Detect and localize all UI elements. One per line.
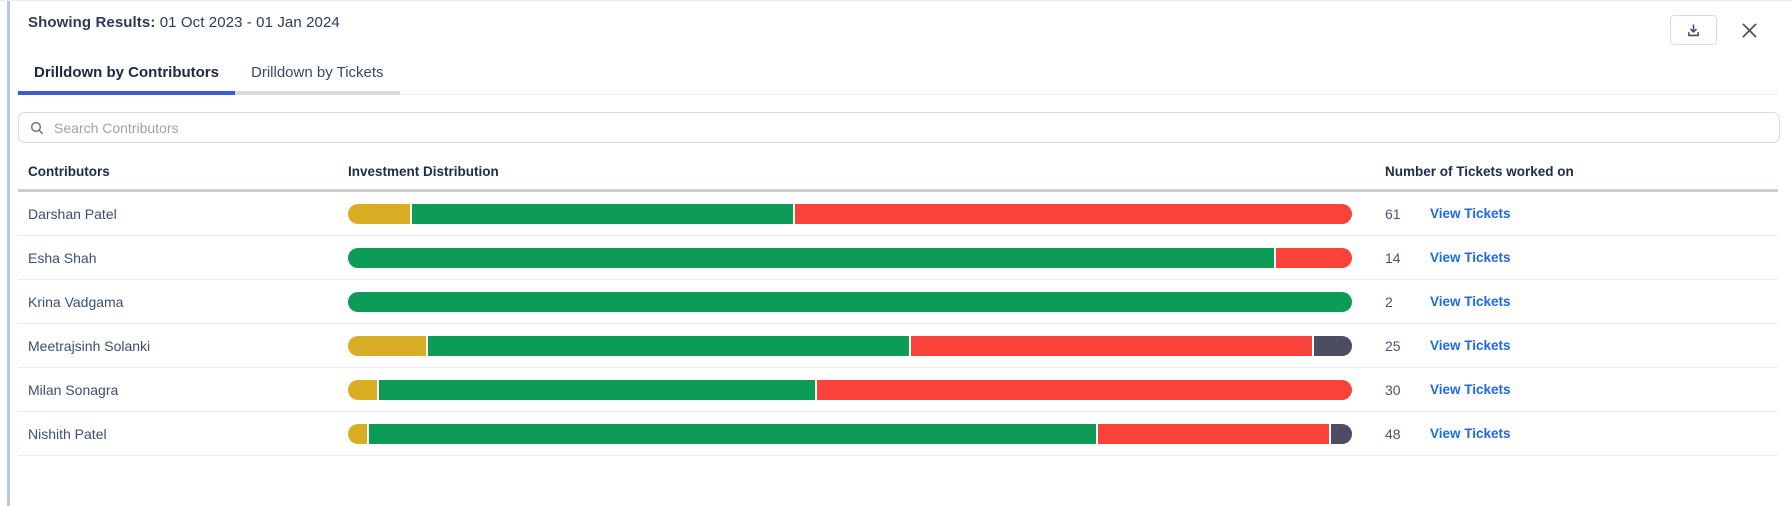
bar-segment-red [1275,247,1352,268]
column-header-contributors: Contributors [28,164,110,179]
column-header-investment-distribution: Investment Distribution [348,164,499,179]
column-header-tickets-worked-on: Number of Tickets worked on [1385,164,1574,179]
investment-bar [348,423,1352,444]
bar-segment-slate [1314,335,1352,356]
bar-segment-red [795,203,1352,224]
close-icon [1739,20,1760,41]
bar-segment-slate [1331,423,1352,444]
investment-bar [348,291,1352,312]
bar-segment-green [348,247,1274,268]
table-header-row: Contributors Investment Distribution Num… [18,143,1778,192]
panel-header: Showing Results: 01 Oct 2023 - 01 Jan 20… [0,1,1792,45]
bar-segment-yellow [348,203,410,224]
tickets-count: 25 [1385,337,1401,354]
panel-left-accent [7,1,10,506]
contributor-name: Milan Sonagra [28,381,119,398]
contributors-table: Contributors Investment Distribution Num… [18,143,1778,456]
table-row: Nishith Patel 48 View Tickets [18,412,1778,456]
bar-segment-green [412,203,793,224]
contributor-name: Darshan Patel [28,205,117,222]
investment-bar [348,335,1352,356]
table-row: Meetrajsinh Solanki 25 View Tickets [18,324,1778,368]
tab-drilldown-by-contributors[interactable]: Drilldown by Contributors [18,55,235,95]
table-row: Esha Shah 14 View Tickets [18,236,1778,280]
investment-bar [348,379,1352,400]
tickets-count: 30 [1385,381,1401,398]
investment-bar [348,203,1352,224]
table-body: Darshan Patel 61 View Tickets Esha Shah … [18,192,1778,456]
search-contributors-box [18,112,1780,143]
bar-segment-red [910,335,1313,356]
close-button[interactable] [1737,18,1762,43]
tab-drilldown-by-tickets[interactable]: Drilldown by Tickets [235,55,400,95]
tickets-count: 14 [1385,249,1401,266]
view-tickets-link[interactable]: View Tickets [1430,426,1511,441]
bar-segment-yellow [348,423,367,444]
bar-segment-green [348,291,1352,312]
download-icon [1685,22,1702,39]
contributor-name: Nishith Patel [28,425,107,442]
bar-segment-red [1097,423,1330,444]
contributor-name: Meetrajsinh Solanki [28,337,151,354]
contributor-name: Krina Vadgama [28,293,124,310]
bar-segment-green [379,379,815,400]
view-tickets-link[interactable]: View Tickets [1430,382,1511,397]
view-tickets-link[interactable]: View Tickets [1430,338,1511,353]
download-button[interactable] [1670,15,1717,45]
drilldown-tabs: Drilldown by Contributors Drilldown by T… [18,55,1778,95]
search-icon [29,120,45,136]
investment-bar [348,247,1352,268]
tickets-count: 48 [1385,425,1401,442]
showing-results-label: Showing Results: [28,14,156,31]
bar-segment-green [368,423,1096,444]
bar-segment-yellow [348,379,377,400]
header-actions [1670,15,1762,45]
table-row: Milan Sonagra 30 View Tickets [18,368,1778,412]
tickets-count: 2 [1385,293,1393,310]
table-row: Krina Vadgama 2 View Tickets [18,280,1778,324]
search-contributors-input[interactable] [54,119,1769,136]
view-tickets-link[interactable]: View Tickets [1430,294,1511,309]
table-row: Darshan Patel 61 View Tickets [18,192,1778,236]
date-range-value: 01 Oct 2023 - 01 Jan 2024 [159,14,340,31]
view-tickets-link[interactable]: View Tickets [1430,206,1511,221]
bar-segment-green [427,335,909,356]
view-tickets-link[interactable]: View Tickets [1430,250,1511,265]
showing-results-title: Showing Results: 01 Oct 2023 - 01 Jan 20… [28,14,340,31]
bar-segment-red [817,379,1352,400]
contributor-name: Esha Shah [28,249,97,266]
tickets-count: 61 [1385,205,1401,222]
bar-segment-yellow [348,335,426,356]
